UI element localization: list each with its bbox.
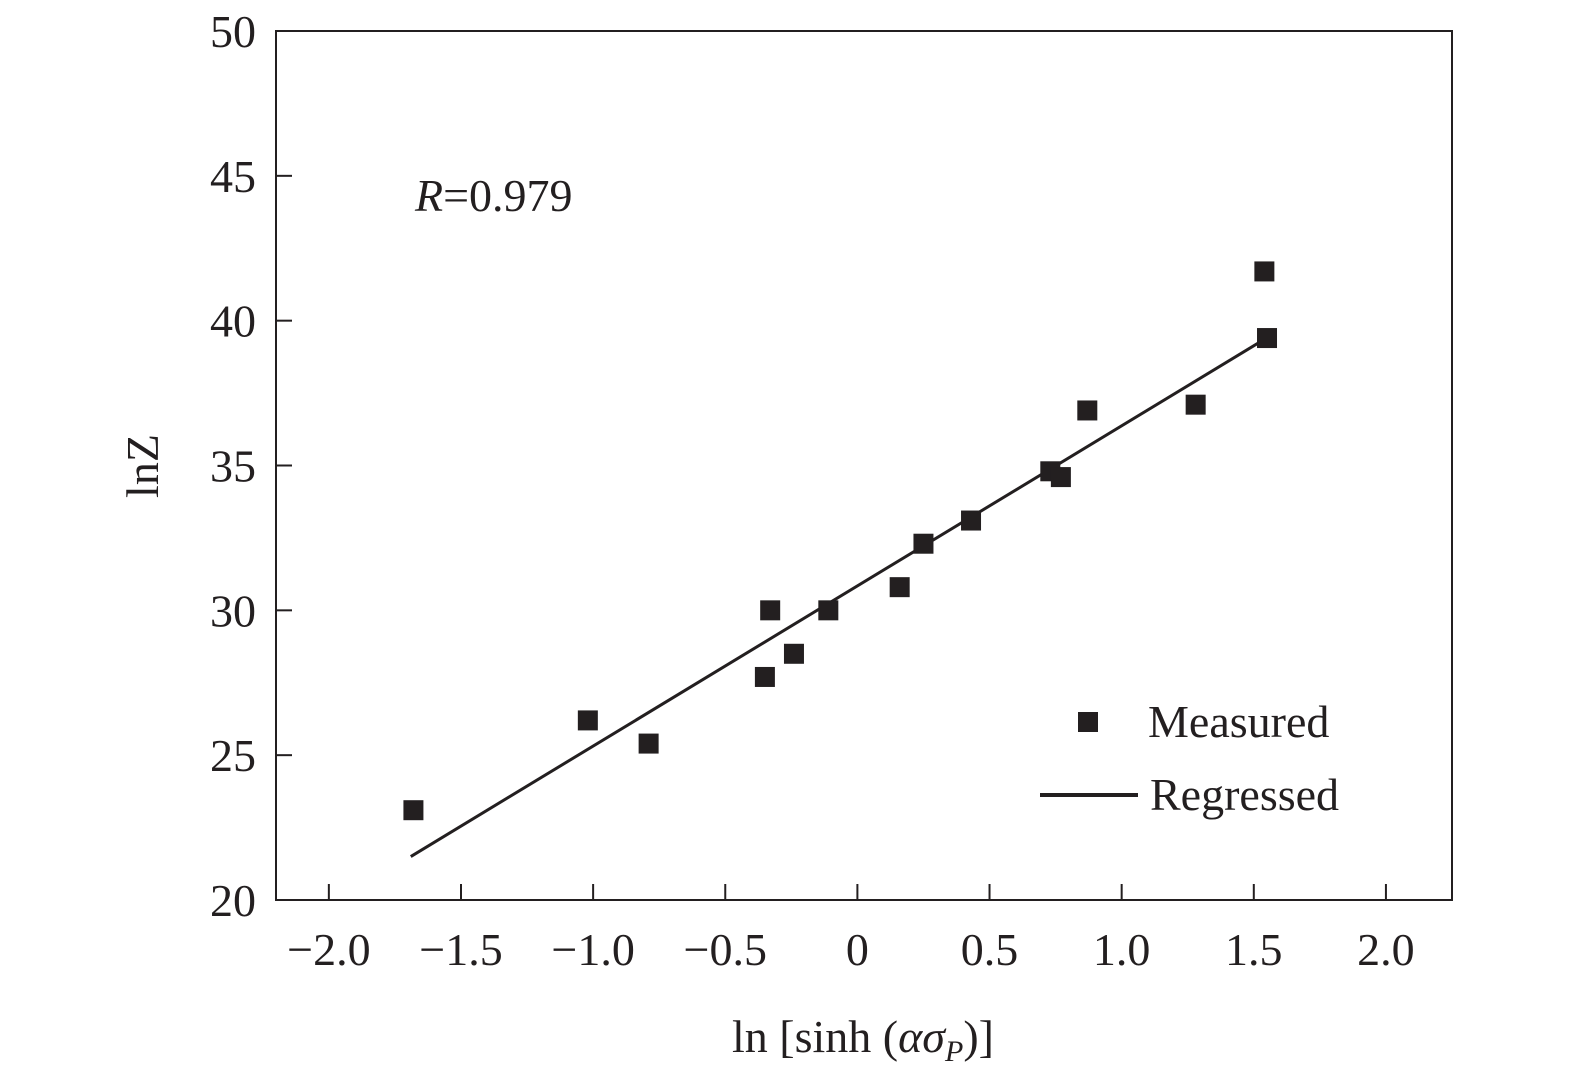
regression-line	[410, 339, 1263, 858]
data-point-2	[638, 733, 659, 754]
y-tick-label-4: 40	[210, 296, 256, 347]
x-tick-label-6: 1.0	[1093, 924, 1151, 975]
x-tick-label-1: −1.5	[419, 924, 502, 975]
legend: Measured Regressed	[1040, 696, 1339, 820]
data-point-15	[1257, 328, 1278, 349]
r-annotation: R=0.979	[414, 170, 573, 221]
legend-measured-marker	[1078, 712, 1098, 732]
y-tick-label-0: 20	[210, 875, 256, 926]
axis-ticks	[276, 30, 1387, 901]
data-point-4	[760, 600, 781, 621]
y-tick-label-3: 35	[210, 441, 256, 492]
x-tick-label-3: −0.5	[684, 924, 767, 975]
x-tick-label-5: 0.5	[961, 924, 1019, 975]
data-point-12	[1077, 400, 1098, 421]
data-point-1	[577, 710, 598, 731]
axis-tick-labels: −2.0 −1.5 −1.0 −0.5 0 0.5 1.0 1.5 2.0 20 25 30 35 40 4…	[210, 6, 1415, 975]
legend-regressed-label: Regressed	[1150, 769, 1339, 820]
data-point-11	[1050, 467, 1071, 488]
x-tick-label-4: 0	[846, 924, 869, 975]
x-tick-label-8: 2.0	[1357, 924, 1415, 975]
data-point-0	[403, 800, 424, 821]
data-point-8	[913, 533, 934, 554]
data-point-5	[783, 643, 804, 664]
y-axis-label: lnZ	[117, 434, 168, 498]
y-tick-label-1: 25	[210, 730, 256, 781]
regression-line-group	[410, 339, 1263, 858]
data-point-3	[754, 666, 775, 687]
data-point-9	[961, 510, 982, 531]
x-axis-label: ln [sinh (ασP)]	[732, 1011, 994, 1068]
y-tick-label-5: 45	[210, 151, 256, 202]
y-tick-label-2: 30	[210, 585, 256, 636]
x-tick-label-2: −1.0	[551, 924, 634, 975]
data-point-7	[889, 577, 910, 598]
data-point-14	[1254, 261, 1275, 282]
measured-markers	[403, 261, 1278, 821]
legend-measured-label: Measured	[1148, 696, 1329, 747]
data-point-13	[1185, 394, 1206, 415]
x-tick-label-0: −2.0	[287, 924, 370, 975]
data-point-6	[818, 600, 839, 621]
x-tick-label-7: 1.5	[1225, 924, 1283, 975]
y-tick-label-6: 50	[210, 6, 256, 57]
